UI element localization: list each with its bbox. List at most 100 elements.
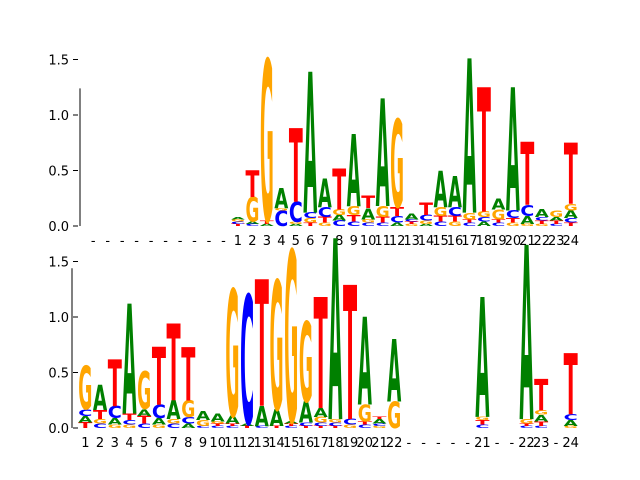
x-tick-label: - (436, 436, 441, 451)
logo-letter-G: G (361, 218, 375, 224)
x-tick-label: 13 (254, 436, 271, 451)
logo-letter-G: G (303, 217, 317, 224)
x-tick-label: 18 (476, 234, 493, 249)
logo-letter-G: G (520, 223, 534, 227)
logo-letter-G: G (491, 207, 505, 223)
x-tick-label: 3 (263, 234, 271, 249)
logo-letter-A: A (181, 423, 196, 430)
logo-letter-T: T (564, 338, 578, 435)
logo-letter-A: A (564, 209, 579, 221)
logo-letter-T: T (448, 215, 463, 224)
logo-letter-T: T (535, 220, 549, 225)
x-tick-label: 10 (209, 436, 226, 451)
x-tick-label: 19 (490, 234, 507, 249)
logo-letter-A: A (332, 214, 346, 223)
logo-letter-C: C (211, 425, 225, 429)
logo-letter-C: C (299, 422, 313, 427)
x-tick-label: 16 (447, 234, 464, 249)
logo-letter-A: A (519, 198, 533, 476)
logo-letter-T: T (137, 414, 152, 426)
logo-letter-G: G (260, 16, 274, 273)
y-tick-label: 0.0 (48, 422, 69, 437)
logo-letter-A: A (122, 275, 136, 450)
logo-letter-A: A (314, 406, 328, 420)
logo-letter-A: A (274, 185, 288, 216)
logo-letter-C: C (137, 423, 151, 430)
logo-letter-A: A (534, 414, 549, 424)
logo-letter-A: A (240, 423, 255, 426)
x-tick-label: 2 (96, 436, 104, 451)
logo-letter-G: G (534, 409, 548, 416)
logo-letter-C: C (332, 220, 346, 228)
logo-letter-T: T (434, 215, 449, 224)
x-tick-label: - (105, 234, 110, 249)
logo-letter-T: T (231, 223, 245, 227)
logo-letter-A: A (448, 168, 462, 218)
logo-letter-C: C (78, 407, 92, 418)
logo-letter-A: A (137, 408, 152, 418)
logo-letter-T: T (343, 248, 357, 463)
x-tick-label: 15 (432, 234, 449, 249)
x-tick-label: - (421, 436, 426, 451)
logo-letter-G: G (211, 421, 225, 424)
logo-letter-C: C (225, 425, 239, 429)
logo-letter-A: A (564, 419, 578, 428)
logo-letter-G: G (318, 222, 332, 228)
x-tick-label: 23 (548, 234, 565, 249)
y-tick-label: 1.5 (48, 54, 69, 69)
logo-letter-G: G (519, 418, 533, 425)
x-tick-label: 6 (155, 436, 163, 451)
logo-letter-A: A (225, 414, 240, 427)
x-tick-label: 11 (374, 234, 391, 249)
logo-letter-C: C (477, 216, 491, 223)
logo-letter-C: C (108, 403, 122, 423)
x-tick-label: - (451, 436, 456, 451)
x-tick-label: 5 (140, 436, 148, 451)
logo-letter-T: T (225, 423, 239, 426)
logo-letter-A: A (520, 214, 535, 226)
logo-letter-C: C (167, 423, 181, 430)
logo-letter-G: G (475, 416, 489, 421)
logo-letter-A: A (361, 206, 375, 223)
x-tick-label: 17 (312, 436, 329, 451)
logo-letter-G: G (564, 425, 578, 428)
x-tick-label: - (465, 436, 470, 451)
logo-letter-T: T (108, 348, 122, 422)
logo-letter-A: A (318, 171, 332, 217)
logo-letter-C: C (245, 223, 259, 227)
x-tick-label: 1 (81, 436, 89, 451)
logo-letter-A: A (387, 323, 401, 423)
logo-letter-A: A (78, 415, 93, 425)
logo-letter-T: T (358, 420, 373, 425)
logo-letter-T: T (372, 416, 386, 419)
logo-letter-G: G (289, 221, 303, 225)
logo-letter-G: G (549, 209, 563, 220)
logo-letter-A: A (284, 421, 299, 424)
logo-letter-T: T (347, 213, 361, 224)
y-tick-label: 0.5 (48, 165, 69, 180)
x-tick-label: 21 (519, 234, 536, 249)
x-tick-label: 22 (386, 436, 403, 451)
x-tick-label: 9 (199, 436, 207, 451)
x-tick-label: 21 (474, 436, 491, 451)
logo-letter-G: G (299, 299, 313, 428)
logo-letter-T: T (534, 420, 549, 427)
x-tick-label: 16 (298, 436, 315, 451)
logo-letter-G: G (225, 257, 239, 458)
logo-letter-C: C (405, 219, 419, 223)
x-tick-label: 17 (461, 234, 478, 249)
x-tick-label: 4 (125, 436, 133, 451)
x-tick-label: - (495, 436, 500, 451)
logo-letter-T: T (520, 124, 534, 226)
logo-letter-C: C (390, 214, 404, 225)
logo-letter-T: T (475, 419, 490, 426)
x-tick-label: 8 (335, 234, 343, 249)
x-tick-label: 20 (505, 234, 522, 249)
logo-letter-A: A (196, 409, 210, 423)
x-tick-label: - (554, 436, 559, 451)
logo-letter-C: C (434, 221, 448, 228)
x-tick-label: 14 (418, 234, 435, 249)
logo-letter-C: C (274, 206, 288, 231)
logo-letter-A: A (491, 196, 505, 213)
x-tick-label: 3 (111, 436, 119, 451)
